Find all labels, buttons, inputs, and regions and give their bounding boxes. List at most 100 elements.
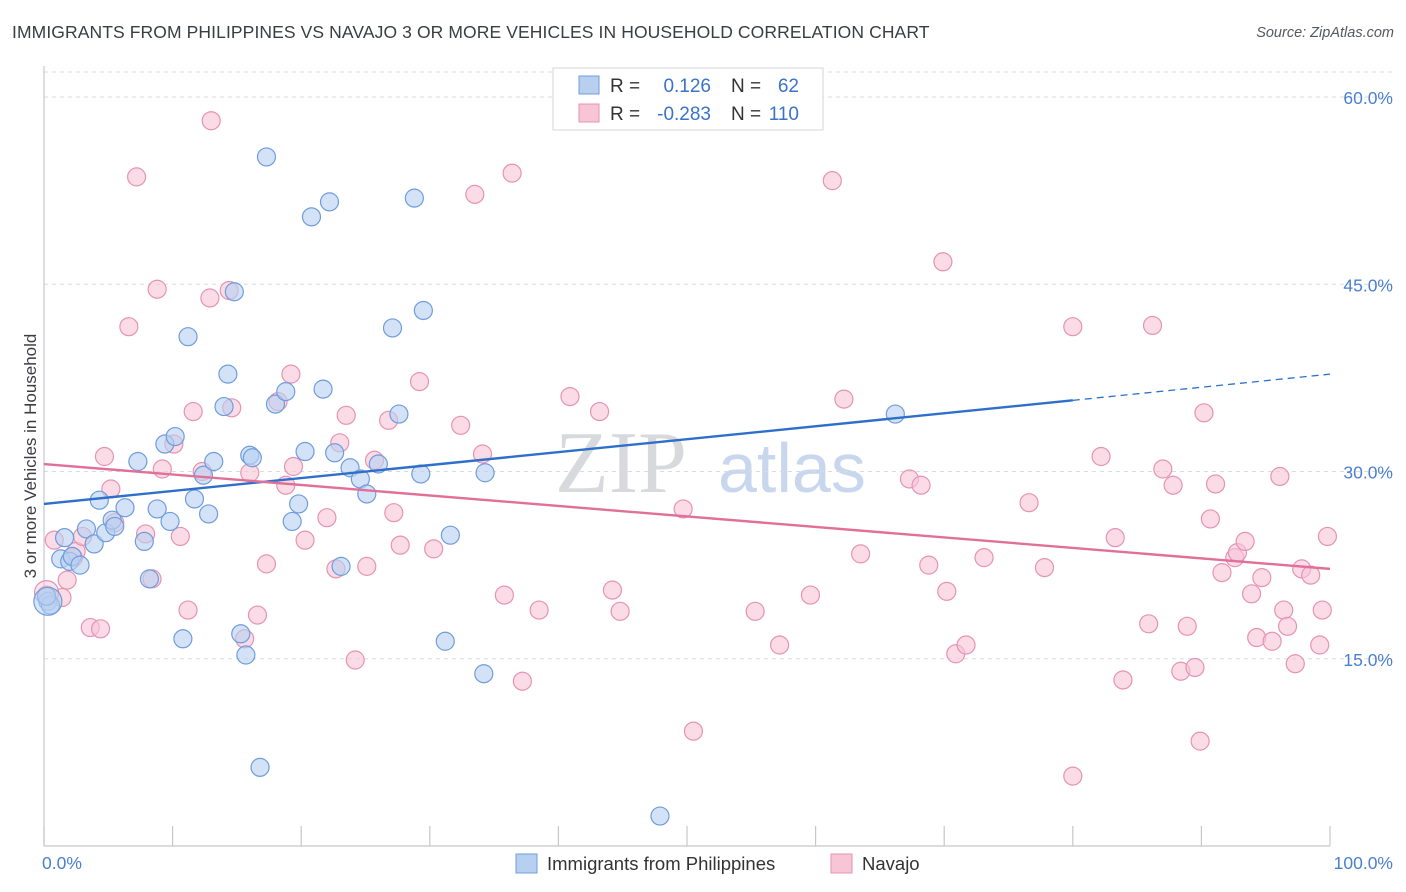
navajo-point bbox=[357, 556, 377, 576]
navajo-point bbox=[295, 530, 315, 550]
philippines-point bbox=[224, 282, 244, 302]
philippines-trendline-extension bbox=[1072, 373, 1331, 401]
philippines-point bbox=[218, 364, 238, 384]
navajo-point bbox=[610, 601, 630, 621]
bottom-legend-label-navajo: Navajo bbox=[862, 853, 920, 874]
navajo-point bbox=[1285, 654, 1305, 674]
philippines-point bbox=[295, 441, 315, 462]
legend-n-label-1: N = bbox=[731, 104, 761, 125]
navajo-point bbox=[1153, 459, 1173, 479]
navajo-point bbox=[465, 184, 485, 204]
navajo-point bbox=[1034, 558, 1055, 578]
watermark-zip: ZIP bbox=[555, 415, 687, 512]
philippines-point bbox=[242, 448, 262, 468]
navajo-point bbox=[1063, 317, 1083, 337]
navajo-point bbox=[1262, 631, 1282, 651]
series-philippines bbox=[33, 147, 905, 826]
navajo-point bbox=[1270, 466, 1290, 487]
navajo-point bbox=[384, 503, 404, 523]
correlation-legend: R = 0.126 N = 62 R = -0.283 N = 110 bbox=[552, 67, 824, 131]
navajo-trendline bbox=[43, 462, 1331, 571]
philippines-point bbox=[105, 516, 125, 537]
legend-r-label-0: R = bbox=[610, 76, 640, 97]
navajo-point bbox=[1190, 731, 1210, 751]
navajo-point bbox=[424, 539, 444, 559]
navajo-point bbox=[1139, 614, 1159, 634]
bottom-legend-swatch-navajo bbox=[830, 853, 853, 874]
navajo-point bbox=[512, 671, 532, 691]
navajo-point bbox=[974, 548, 994, 568]
legend-n-value-0: 62 bbox=[778, 76, 799, 97]
legend-n-value-1: 110 bbox=[769, 104, 799, 125]
philippines-point bbox=[173, 629, 193, 649]
philippines-point bbox=[650, 806, 670, 826]
philippines-point bbox=[231, 624, 251, 644]
legend-swatch-philippines bbox=[578, 75, 600, 95]
navajo-point bbox=[90, 619, 111, 639]
philippines-point bbox=[84, 534, 104, 554]
y-tick-label: 45.0% bbox=[1343, 275, 1393, 295]
legend-n-label-0: N = bbox=[731, 76, 761, 97]
legend-swatch-navajo bbox=[578, 103, 600, 123]
y-tick-labels: 15.0% 30.0% 45.0% 60.0% bbox=[1343, 88, 1393, 670]
philippines-point bbox=[160, 511, 180, 532]
navajo-point bbox=[1312, 600, 1332, 620]
philippines-point bbox=[331, 556, 351, 576]
navajo-point bbox=[800, 585, 821, 605]
navajo-point bbox=[834, 389, 854, 409]
y-tick-label: 15.0% bbox=[1343, 650, 1393, 670]
navajo-point bbox=[1212, 563, 1232, 583]
gridlines bbox=[44, 71, 1394, 660]
philippines-point bbox=[276, 382, 296, 402]
navajo-point bbox=[1142, 315, 1163, 336]
philippines-point bbox=[475, 463, 495, 483]
philippines-point bbox=[139, 569, 160, 589]
navajo-point bbox=[1063, 766, 1083, 786]
philippines-point bbox=[236, 645, 256, 665]
navajo-point bbox=[1317, 526, 1338, 547]
navajo-point bbox=[183, 401, 203, 422]
navajo-point bbox=[1113, 670, 1133, 690]
navajo-point bbox=[451, 415, 471, 435]
x-tick-label-max: 100.0% bbox=[1334, 853, 1393, 873]
watermark-atlas: atlas bbox=[718, 429, 866, 507]
navajo-point bbox=[281, 364, 301, 384]
philippines-point bbox=[413, 300, 433, 321]
philippines-point bbox=[214, 396, 234, 417]
navajo-point bbox=[1241, 584, 1262, 604]
navajo-point bbox=[1205, 474, 1226, 494]
navajo-point bbox=[200, 288, 220, 308]
navajo-point bbox=[1019, 493, 1039, 513]
navajo-point bbox=[494, 585, 514, 605]
x-ticks bbox=[43, 826, 1331, 846]
navajo-point bbox=[933, 252, 953, 272]
navajo-point bbox=[345, 650, 365, 670]
navajo-point bbox=[317, 508, 337, 528]
series-legend: Immigrants from Philippines Navajo bbox=[515, 853, 920, 874]
navajo-point bbox=[1163, 475, 1183, 495]
navajo-point bbox=[919, 555, 939, 575]
philippines-point bbox=[199, 504, 219, 524]
philippines-point bbox=[368, 454, 388, 474]
philippines-point bbox=[885, 404, 905, 424]
navajo-point bbox=[57, 570, 77, 590]
philippines-point bbox=[382, 318, 403, 338]
navajo-point bbox=[745, 601, 765, 621]
y-axis-label: 3 or more Vehicles in Household bbox=[21, 334, 40, 579]
navajo-point bbox=[529, 600, 549, 620]
navajo-point bbox=[502, 163, 522, 183]
trendlines bbox=[43, 373, 1331, 571]
navajo-point bbox=[937, 581, 957, 601]
philippines-point bbox=[474, 664, 494, 684]
philippines-point bbox=[435, 631, 455, 651]
navajo-point bbox=[178, 600, 198, 620]
philippines-point bbox=[389, 404, 409, 424]
bottom-legend-swatch-philippines bbox=[515, 853, 538, 874]
navajo-point bbox=[1200, 509, 1221, 529]
philippines-point bbox=[54, 528, 75, 548]
philippines-point bbox=[128, 451, 148, 472]
navajo-point bbox=[1277, 616, 1298, 636]
navajo-point bbox=[1310, 635, 1330, 655]
philippines-point bbox=[265, 394, 286, 414]
philippines-point bbox=[178, 327, 198, 347]
